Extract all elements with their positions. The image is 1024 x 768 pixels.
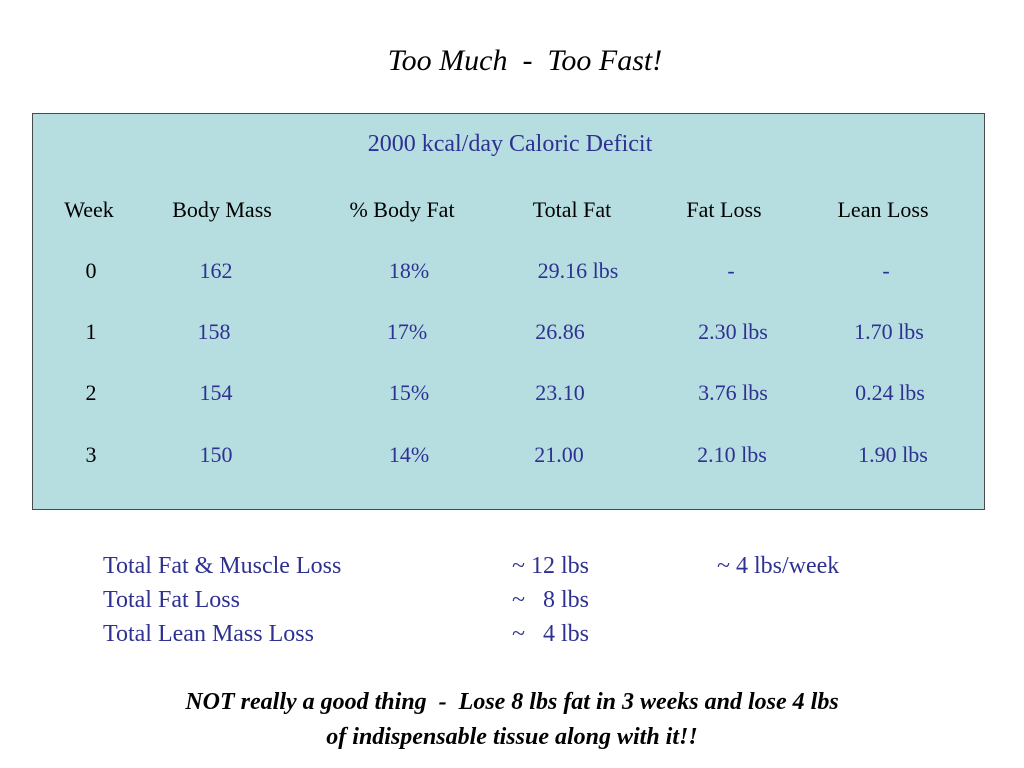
table-cell-body-fat: 17% [386,319,428,344]
summary-label-total-loss: Total Fat & Muscle Loss [103,553,342,579]
summary-label-fat-loss: Total Fat Loss [103,587,240,613]
header-fat-loss: Fat Loss [686,197,762,222]
table-cell-fat-loss: 3.76 lbs [698,380,768,405]
table-cell-week: 1 [85,319,97,344]
summary-value-total-loss: ~ 12 lbs [512,553,589,579]
table-cell-total-fat: 29.16 lbs [537,258,619,283]
header-week: Week [64,197,114,222]
header-lean-loss: Lean Loss [837,197,929,222]
table-cell-body-mass: 162 [199,258,233,283]
table-cell-body-fat: 15% [388,380,430,405]
table-cell-week: 3 [85,442,97,467]
table-title: 2000 kcal/day Caloric Deficit [367,131,653,157]
table-cell-total-fat: 26.86 [535,319,585,344]
table-cell-body-mass: 150 [199,442,233,467]
table-cell-week: 2 [85,380,97,405]
table-cell-lean-loss: 1.90 lbs [858,442,928,467]
table-cell-total-fat: 21.00 [534,442,584,467]
header-total-fat: Total Fat [532,197,612,222]
table-cell-fat-loss: - [727,258,735,283]
summary-value-fat-loss: ~ 8 lbs [512,587,589,613]
table-cell-fat-loss: 2.30 lbs [698,319,768,344]
summary-rate-total-loss: ~ 4 lbs/week [717,553,840,579]
conclusion-note-line-1: NOT really a good thing - Lose 8 lbs fat… [185,689,839,715]
table-cell-body-fat: 18% [388,258,430,283]
slide-title: Too Much - Too Fast! [387,44,663,77]
table-cell-total-fat: 23.10 [535,380,585,405]
table-cell-week: 0 [85,258,97,283]
conclusion-note-line-2: of indispensable tissue along with it!! [326,724,698,750]
table-cell-lean-loss: 1.70 lbs [854,319,924,344]
table-cell-body-mass: 158 [197,319,231,344]
deficit-table-panel: 2000 kcal/day Caloric Deficit Week Body … [32,113,985,510]
table-cell-lean-loss: 0.24 lbs [855,380,925,405]
table-cell-fat-loss: 2.10 lbs [697,442,767,467]
table-cell-lean-loss: - [882,258,890,283]
table-cell-body-mass: 154 [199,380,233,405]
header-body-fat: % Body Fat [349,197,455,222]
header-body-mass: Body Mass [172,197,272,222]
table-cell-body-fat: 14% [388,442,430,467]
summary-label-lean-loss: Total Lean Mass Loss [103,621,314,647]
summary-value-lean-loss: ~ 4 lbs [512,621,589,647]
